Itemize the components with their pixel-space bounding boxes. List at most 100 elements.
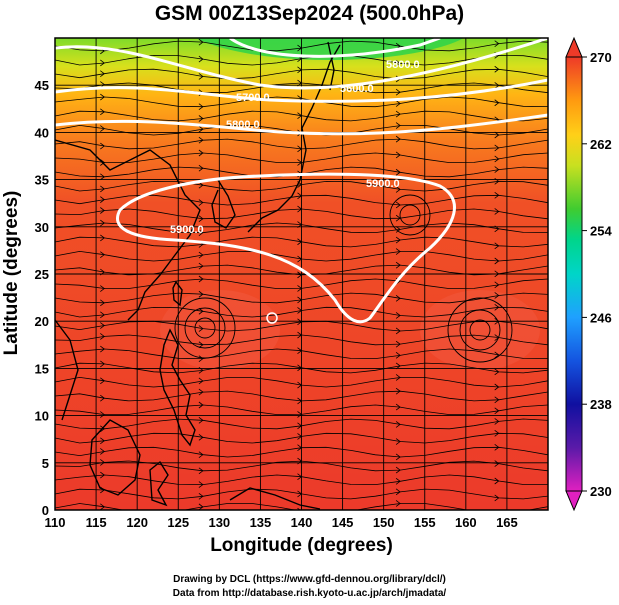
y-tick-label: 30	[35, 220, 49, 235]
streamline-arrow	[494, 281, 500, 289]
contour-label: 5900.0	[170, 224, 204, 236]
anticyclone-center	[447, 297, 513, 363]
streamline-arrow	[395, 340, 401, 348]
streamline-arrow	[395, 226, 401, 233]
streamline-arrow	[198, 492, 204, 500]
streamline-arrow	[297, 507, 301, 510]
streamline-arrow	[198, 136, 204, 144]
streamline-arrow	[395, 453, 401, 461]
y-tick-label: 15	[35, 361, 49, 376]
coastline-indochina	[55, 319, 79, 421]
streamline-arrow	[395, 100, 401, 107]
coastline-borneo	[89, 419, 141, 496]
streamline-arrow	[494, 460, 500, 467]
coastline-japan	[247, 44, 341, 233]
streamline-arrow	[395, 151, 401, 159]
streamline-arrow	[100, 196, 105, 203]
colorbar-tick-label: 246	[590, 310, 612, 325]
streamline-arrow	[395, 488, 401, 496]
streamline-arrow	[395, 362, 401, 370]
streamline-arrow	[198, 164, 204, 172]
streamline-arrow	[198, 341, 204, 349]
contour-5600	[55, 38, 548, 90]
streamline-arrow	[100, 503, 105, 510]
cold-core-region	[240, 0, 420, 32]
streamline-arrow	[100, 311, 105, 319]
streamline-arrow	[395, 295, 401, 302]
anticyclone-center	[469, 319, 491, 341]
streamline-arrow	[494, 351, 500, 359]
anticyclone-center	[389, 194, 431, 236]
streamline-arrow	[494, 155, 500, 163]
streamline-arrow	[198, 115, 204, 122]
coastline-sakhalin	[327, 41, 335, 91]
streamline-arrow	[198, 481, 204, 488]
streamline-arrow	[494, 40, 500, 47]
x-tick-label: 115	[86, 515, 107, 530]
streamline-arrow	[494, 407, 500, 415]
streamline-arrow	[494, 257, 500, 265]
streamline-arrow	[395, 403, 401, 411]
streamline-arrow	[100, 234, 105, 242]
streamline-arrow	[198, 388, 204, 396]
streamline-arrow	[395, 236, 401, 244]
colorbar-tick-label: 230	[590, 484, 612, 499]
x-tick-label: 120	[126, 515, 148, 530]
streamline-arrow	[494, 144, 500, 152]
streamline-arrow	[198, 215, 204, 223]
streamline-arrow	[198, 451, 204, 459]
x-tick-label: 140	[291, 515, 313, 530]
streamline-arrow	[494, 429, 500, 437]
anticyclone-center	[194, 317, 216, 339]
coastline-new-guinea	[229, 487, 321, 510]
anticyclone-center	[399, 204, 421, 226]
streamline-arrow	[395, 421, 401, 428]
streamline-arrow	[198, 251, 204, 259]
circulation-centers	[174, 194, 513, 363]
streamline-arrow	[494, 65, 500, 73]
streamline-arrow	[100, 93, 105, 101]
streamline-arrow	[100, 185, 105, 193]
colorbar-tick-label: 262	[590, 137, 612, 152]
height-contours	[55, 38, 548, 324]
contour-labels: 5800.0 5700.0 5600.0 5800.0 5900.0 5900.…	[170, 59, 420, 236]
streamline-arrow	[100, 207, 105, 214]
streamline-arrow	[198, 181, 204, 189]
y-axis-label: Latitude (degrees)	[1, 190, 22, 356]
streamline-arrow	[198, 199, 204, 206]
coastline-sulawesi	[149, 460, 169, 507]
streamline-arrow	[198, 55, 204, 63]
y-tick-label: 45	[35, 78, 49, 93]
streamline-arrow	[100, 59, 105, 67]
streamline-arrow	[395, 122, 401, 129]
streamline-arrow	[494, 383, 500, 391]
streamline-arrow	[395, 312, 401, 319]
streamline-arrow	[100, 437, 105, 445]
coastline-korea	[211, 179, 236, 229]
contour-label: 5900.0	[366, 178, 400, 190]
streamline-arrow	[494, 191, 500, 199]
streamline-arrow	[100, 394, 105, 402]
y-tick-label: 20	[35, 314, 49, 329]
streamline-arrow	[494, 494, 500, 502]
streamline-arrow	[100, 345, 105, 353]
streamline-arrow	[395, 88, 401, 96]
coastline-china	[55, 139, 201, 321]
streamline-arrow	[395, 327, 401, 335]
streamline-arrow	[494, 303, 500, 311]
contour-label: 5600.0	[340, 83, 374, 95]
anticyclone-center	[174, 297, 236, 359]
y-tick-label: 0	[42, 503, 49, 518]
colorbar-tick-label: 254	[590, 224, 612, 239]
streamline-arrow	[198, 416, 204, 424]
streamline-arrow	[198, 103, 204, 111]
streamline-arrow	[494, 208, 500, 215]
streamline-arrow	[100, 108, 105, 116]
streamline-arrow	[100, 377, 105, 385]
streamline-arrow	[494, 477, 500, 485]
colorbar-tick-label: 238	[590, 397, 612, 412]
x-tick-label: 150	[373, 515, 395, 530]
y-tick-label: 10	[35, 409, 49, 424]
x-tick-label: 165	[496, 515, 518, 530]
chart-title: GSM 00Z13Sep2024 (500.0hPa)	[154, 2, 465, 25]
